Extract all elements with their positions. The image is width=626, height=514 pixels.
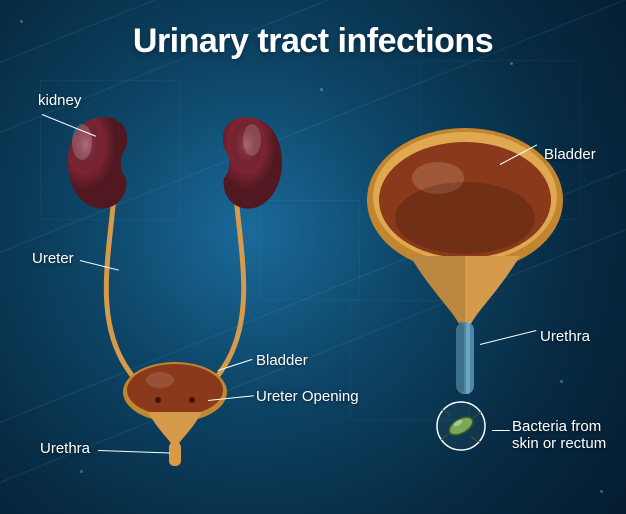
kidney-right [223, 117, 282, 208]
kidney-left [68, 117, 127, 208]
bladder-closeup-diagram [360, 110, 570, 400]
bg-dot [600, 490, 603, 493]
label-urethra-left: Urethra [40, 440, 90, 457]
bacterium-icon [431, 396, 491, 456]
label-bladder-left: Bladder [256, 352, 308, 369]
label-kidney: kidney [38, 92, 81, 109]
label-text: Ureter Opening [256, 388, 359, 405]
label-bacteria: Bacteria from skin or rectum [512, 418, 606, 453]
bg-dot [320, 88, 323, 91]
label-urethra-right: Urethra [540, 328, 590, 345]
urinary-system-diagram [60, 100, 290, 470]
bladder-small [123, 362, 227, 466]
bg-dot [80, 470, 83, 473]
label-bladder-right: Bladder [544, 146, 596, 163]
label-ureter-opening: Ureter Opening [256, 388, 359, 405]
infographic-canvas: Urinary tract infections [0, 0, 626, 514]
label-ureter: Ureter [32, 250, 74, 267]
page-title: Urinary tract infections [0, 22, 626, 61]
bg-dot [510, 62, 513, 65]
